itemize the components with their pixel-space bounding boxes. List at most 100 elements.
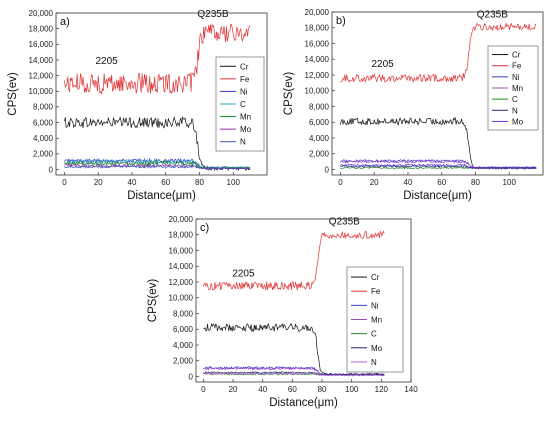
x-tick-label: 40 — [258, 385, 267, 394]
y-tick-label: 4,000 — [33, 134, 54, 143]
x-tick-label: 60 — [288, 385, 297, 394]
panel-b: 0 2,000 4,000 6,000 8,000 10,000 12,000 14,000 1… — [283, 8, 544, 202]
x-tick-label: 0 — [62, 178, 67, 187]
legend-entry-ni: Ni — [512, 73, 520, 82]
y-tick-label: 8,000 — [309, 102, 330, 111]
y-tick-label: 18,000 — [305, 24, 330, 33]
y-tick-label: 0 — [189, 372, 194, 381]
x-tick-label: 100 — [227, 178, 241, 187]
series-line-n — [203, 372, 385, 376]
y-tick-label: 8,000 — [33, 103, 54, 112]
legend-entry-cr: Cr — [240, 62, 249, 71]
plot-frame — [195, 218, 412, 383]
y-tick-label: 0 — [49, 165, 54, 174]
series-line-fe — [203, 230, 385, 291]
y-tick-label: 12,000 — [29, 71, 54, 80]
x-axis-label: Distance(μm) — [269, 397, 338, 409]
y-tick-label: 10,000 — [169, 294, 194, 303]
legend-entry-c: C — [512, 95, 518, 104]
legend-entry-mo: Mo — [371, 344, 383, 353]
legend-entry-n: N — [240, 138, 246, 147]
x-tick-label: 140 — [404, 385, 418, 394]
annotation-label: 2205 — [372, 59, 395, 70]
y-tick-label: 14,000 — [29, 56, 54, 65]
y-tick-label: 12,000 — [169, 278, 194, 287]
y-tick-label: 10,000 — [29, 87, 54, 96]
legend-entry-c: C — [240, 100, 246, 109]
x-tick-label: 40 — [128, 178, 137, 187]
x-tick-label: 20 — [229, 385, 238, 394]
annotation-label: 2205 — [96, 56, 119, 67]
y-tick-label: 10,000 — [305, 87, 330, 96]
legend-entry-n: N — [371, 358, 377, 367]
series-line-fe — [64, 23, 251, 95]
legend-entry-mn: Mn — [512, 84, 523, 93]
y-axis-label: CPS(ev) — [7, 72, 19, 116]
y-tick-label: 6,000 — [309, 118, 330, 127]
series-line-n — [340, 165, 537, 169]
x-tick-label: 100 — [503, 178, 517, 187]
x-tick-label: 80 — [471, 178, 480, 187]
y-tick-label: 2,000 — [33, 150, 54, 159]
plot-frame — [331, 11, 544, 176]
x-tick-label: 120 — [375, 385, 389, 394]
panel-c: 0 2,000 4,000 6,000 8,000 10,000 12,000 14,000 1… — [147, 215, 418, 409]
y-tick-label: 0 — [325, 165, 330, 174]
x-tick-label: 60 — [437, 178, 446, 187]
plot-frame — [55, 12, 268, 176]
panel-label: a) — [60, 16, 70, 28]
legend-entry-mo: Mo — [512, 117, 524, 126]
legend-entry-fe: Fe — [240, 75, 250, 84]
x-axis-label: Distance(μm) — [127, 190, 196, 202]
x-tick-label: 100 — [345, 385, 359, 394]
legend-entry-ni: Ni — [371, 301, 379, 310]
y-tick-label: 20,000 — [29, 9, 54, 18]
legend-entry-mn: Mn — [240, 113, 251, 122]
legend-entry-cr: Cr — [371, 273, 380, 282]
x-tick-label: 80 — [195, 178, 204, 187]
x-tick-label: 20 — [370, 178, 379, 187]
legend-entry-cr: Cr — [512, 51, 521, 60]
legend-entry-mo: Mo — [240, 125, 252, 134]
legend-entry-ni: Ni — [240, 87, 248, 96]
legend: Cr Fe Ni Mn CN Mo — [487, 45, 539, 131]
y-tick-label: 6,000 — [173, 325, 194, 334]
y-tick-label: 4,000 — [309, 134, 330, 143]
y-tick-label: 18,000 — [29, 24, 54, 33]
legend-entry-n: N — [512, 106, 518, 115]
x-tick-label: 0 — [338, 178, 343, 187]
y-tick-label: 8,000 — [173, 309, 194, 318]
x-tick-label: 80 — [318, 385, 327, 394]
x-tick-label: 20 — [94, 178, 103, 187]
y-tick-label: 12,000 — [305, 71, 330, 80]
legend-entry-fe: Fe — [371, 287, 381, 296]
y-tick-label: 20,000 — [305, 8, 330, 17]
annotation-label: Q235B — [329, 217, 360, 228]
legend-entry-fe: Fe — [512, 62, 522, 71]
y-tick-label: 2,000 — [309, 150, 330, 159]
series-line-mo — [340, 163, 537, 170]
x-tick-label: 60 — [161, 178, 170, 187]
annotation-label: Q235B — [477, 10, 508, 21]
y-tick-label: 16,000 — [169, 246, 194, 255]
y-tick-label: 14,000 — [169, 262, 194, 271]
y-axis-label: CPS(ev) — [283, 72, 295, 116]
panel-a: 0 2,000 4,000 6,000 8,000 10,000 12,000 14,000 1… — [7, 9, 268, 202]
y-tick-label: 6,000 — [33, 118, 54, 127]
panel-label: b) — [336, 15, 346, 27]
series-line-n — [64, 164, 251, 170]
annotation-label: 2205 — [232, 268, 255, 279]
legend: Cr Fe Ni Mn C Mo N — [346, 266, 404, 373]
legend-entry-mn: Mn — [371, 316, 382, 325]
y-tick-label: 14,000 — [305, 55, 330, 64]
y-axis-label: CPS(ev) — [147, 279, 159, 323]
y-tick-label: 2,000 — [173, 357, 194, 366]
panel-label: c) — [200, 222, 209, 234]
y-tick-label: 20,000 — [169, 215, 194, 224]
y-tick-label: 18,000 — [169, 231, 194, 240]
y-tick-label: 16,000 — [29, 40, 54, 49]
annotation-label: Q235B — [197, 9, 228, 20]
x-tick-label: 40 — [404, 178, 413, 187]
y-tick-label: 16,000 — [305, 39, 330, 48]
